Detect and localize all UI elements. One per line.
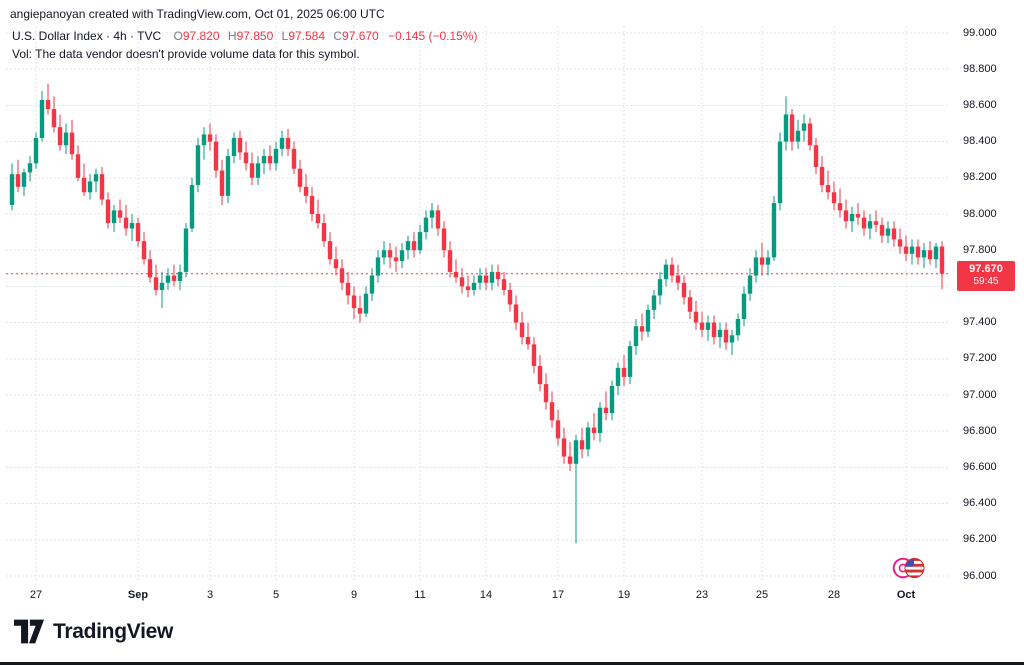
price-tick-label: 97.400 (963, 316, 997, 329)
price-tick-label: 96.400 (963, 497, 997, 510)
time-tick-label: Oct (896, 589, 916, 601)
ohlc-open-label: O (173, 29, 183, 43)
us-flag-icon (905, 558, 924, 578)
price-tick-label: 96.200 (963, 533, 997, 546)
price-tick-label: 98.400 (963, 135, 997, 148)
tradingview-logo-icon (14, 619, 44, 644)
sticker-icon (892, 557, 925, 579)
attribution-text: angiepanoyan created with TradingView.co… (10, 7, 385, 21)
time-tick-label: 25 (755, 589, 769, 601)
time-tick-label: 19 (617, 589, 631, 601)
time-tick-label: 17 (551, 589, 565, 601)
ohlc-close-label: C (333, 29, 343, 43)
price-tick-label: 99.000 (963, 26, 997, 39)
ohlc-low-value: 97.584 (288, 29, 326, 43)
price-tick-label: 97.800 (963, 243, 997, 256)
price-tick-label: 97.200 (963, 352, 997, 365)
footer-branding[interactable]: TradingView (14, 619, 173, 644)
chart-legend: U.S. Dollar Index · 4h · TVC O97.820 H97… (12, 28, 477, 63)
last-price-badge: 97.670 59:45 (957, 260, 1015, 291)
price-tick-label: 98.800 (963, 62, 997, 75)
ohlc-high-label: H (227, 29, 237, 43)
bar-countdown: 59:45 (973, 275, 999, 287)
price-tick-label: 98.200 (963, 171, 997, 184)
price-tick-label: 98.000 (963, 207, 997, 220)
brand-name: TradingView (53, 619, 174, 643)
time-tick-label: 11 (414, 589, 426, 601)
price-scale[interactable]: 97.670 59:45 99.000 98.800 98.600 98.400 98.… (956, 0, 1024, 588)
symbol-title[interactable]: U.S. Dollar Index · 4h · TVC (12, 29, 162, 43)
legend-symbol-row: U.S. Dollar Index · 4h · TVC O97.820 H97… (12, 28, 477, 45)
time-tick-label: 27 (29, 589, 43, 601)
time-scale[interactable]: 27 Sep 3 5 9 11 14 17 19 23 25 28 Oct (0, 585, 954, 607)
time-tick-label: 3 (206, 589, 214, 601)
symbol-pair-sticker[interactable] (892, 556, 926, 585)
time-tick-label: 23 (695, 589, 709, 601)
price-change-value: −0.145 (−0.15%) (388, 29, 478, 43)
price-tick-label: 98.600 (963, 98, 997, 111)
ohlc-open-value: 97.820 (182, 29, 220, 43)
ohlc-high-value: 97.850 (236, 29, 274, 43)
price-tick-label: 97.000 (963, 388, 997, 401)
volume-note: Vol: The data vendor doesn't provide vol… (12, 47, 360, 61)
price-tick-label: 96.600 (963, 460, 997, 473)
last-price-value: 97.670 (969, 262, 1003, 275)
price-tick-label: 96.000 (963, 569, 997, 582)
ohlc-close-value: 97.670 (342, 29, 379, 43)
window-bottom-edge (0, 662, 1024, 665)
time-tick-label: 14 (479, 589, 493, 601)
price-tick-label: 96.800 (963, 424, 997, 437)
candlestick-chart[interactable] (0, 0, 954, 588)
time-tick-label: 28 (827, 589, 841, 601)
time-tick-label: Sep (127, 589, 149, 601)
time-tick-label: 5 (272, 589, 280, 601)
time-tick-label: 9 (350, 589, 358, 601)
ohlc-low-label: L (281, 29, 289, 43)
